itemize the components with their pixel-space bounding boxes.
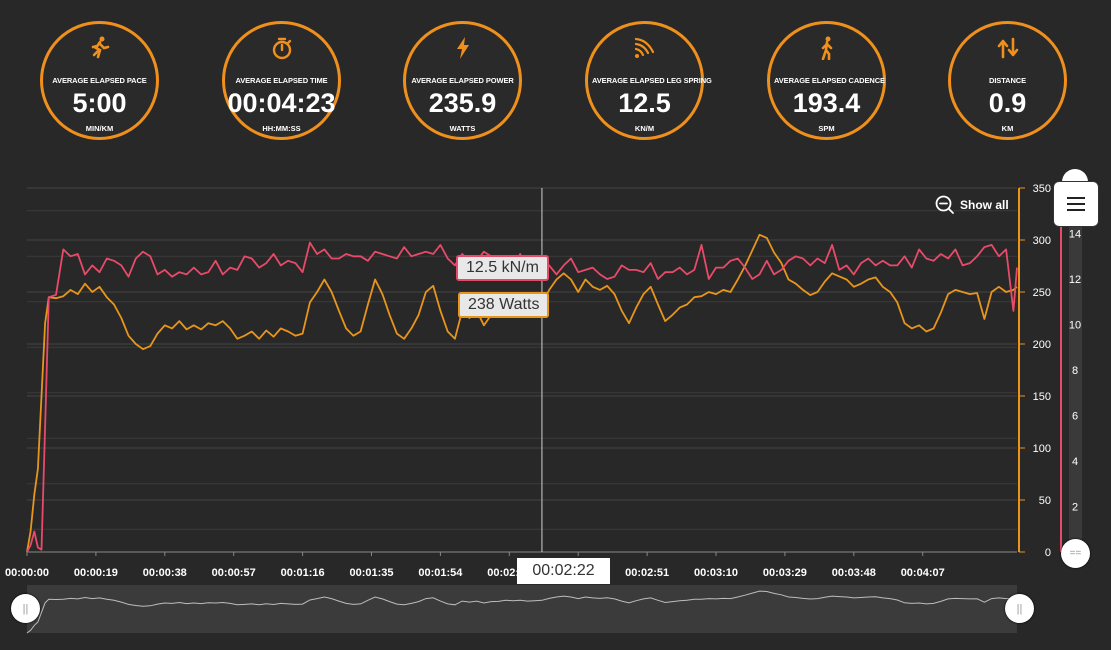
y-tick-label: 0 (1045, 547, 1051, 559)
x-tick-label: 00:03:10 (694, 567, 738, 579)
show-all-label: Show all (960, 198, 1009, 212)
x-tick-label: 00:03:48 (832, 567, 876, 579)
lightning-icon (406, 36, 519, 60)
y-tick-label: 150 (1033, 391, 1051, 403)
stat-time: AVERAGE ELAPSED TIME 00:04:23 HH:MM:SS (222, 21, 341, 140)
stat-leg-spring: AVERAGE ELAPSED LEG SPRING 12.5 KN/M (585, 21, 712, 140)
stat-unit: KM (1001, 124, 1014, 133)
y-tick-label: 50 (1039, 495, 1051, 507)
stat-pace: AVERAGE ELAPSED PACE 5:00 MIN/KM (40, 21, 159, 140)
grid-lines (27, 187, 1017, 553)
stats-row: AVERAGE ELAPSED PACE 5:00 MIN/KM AVERAGE… (0, 0, 1111, 160)
grip-icon: || (22, 602, 29, 615)
left-y-axis: 0 50 100 150 200 250 300 350 (1018, 183, 1051, 559)
y-tick-label: 100 (1033, 443, 1051, 455)
y-scrollbar-handle[interactable]: == (1061, 539, 1090, 568)
running-icon (43, 36, 156, 60)
stat-unit: SPM (818, 124, 835, 133)
x-tick-label: 00:04:07 (901, 567, 945, 579)
stat-value: 5:00 (72, 88, 127, 118)
stat-power: AVERAGE ELAPSED POWER 235.9 WATTS (403, 21, 522, 140)
stat-value: 193.4 (792, 88, 861, 118)
menu-icon-bar (1067, 203, 1085, 205)
navigator[interactable] (26, 585, 1018, 634)
stopwatch-icon (225, 36, 338, 60)
walking-icon (770, 36, 883, 60)
power-series-line (26, 233, 1018, 553)
stat-label: AVERAGE ELAPSED POWER (411, 76, 514, 85)
stat-label: AVERAGE ELAPSED LEG SPRING (592, 76, 712, 85)
stat-label: AVERAGE ELAPSED TIME (235, 76, 328, 85)
y-tick-label: 300 (1033, 235, 1051, 247)
leg-spring-series-line (26, 241, 1018, 553)
distance-icon (951, 36, 1064, 60)
y-tick-label: 250 (1033, 287, 1051, 299)
stat-label: AVERAGE ELAPSED PACE (52, 76, 147, 85)
stat-unit: WATTS (449, 124, 476, 133)
spring-icon (588, 36, 701, 60)
navigator-left-handle[interactable]: || (11, 594, 40, 623)
stat-value: 12.5 (618, 88, 671, 118)
stat-cadence: AVERAGE ELAPSED CADENCE 193.4 SPM (767, 21, 886, 140)
x-tick-label: 00:00:57 (212, 567, 256, 579)
navigator-series-line (26, 590, 1018, 634)
x-axis: 00:00:00 00:00:19 00:00:38 00:00:57 00:01:16… (5, 552, 945, 579)
menu-icon-bar (1067, 197, 1085, 199)
y-tick-label: 6 (1072, 411, 1078, 423)
x-tick-label: 00:00:00 (5, 567, 49, 579)
y-scrollbar-track (1069, 188, 1082, 552)
x-tick-label: 00:01:16 (281, 567, 325, 579)
stat-unit: KN/M (634, 124, 655, 133)
tooltip-power: 238 Watts (458, 292, 550, 318)
y-tick-label: 350 (1033, 183, 1051, 195)
navigator-background (27, 585, 1017, 633)
y-tick-label: 200 (1033, 339, 1051, 351)
y-tick-label: 12 (1069, 274, 1081, 286)
stat-label: DISTANCE (989, 76, 1026, 85)
y-tick-label: 4 (1072, 456, 1078, 468)
menu-icon-bar (1067, 209, 1085, 211)
grip-icon: || (1016, 602, 1023, 615)
y-tick-label: 8 (1072, 365, 1078, 377)
y-tick-label: 14 (1069, 229, 1081, 241)
cursor-time-label: 00:02:22 (517, 558, 610, 584)
x-tick-label: 00:01:35 (349, 567, 393, 579)
stat-unit: HH:MM:SS (262, 124, 301, 133)
stat-value: 0.9 (988, 88, 1027, 118)
zoom-out-icon (935, 195, 954, 214)
stat-value: 235.9 (428, 88, 497, 118)
x-tick-label: 00:00:19 (74, 567, 118, 579)
stat-distance: DISTANCE 0.9 KM (948, 21, 1067, 140)
navigator-right-handle[interactable]: || (1005, 594, 1034, 623)
y-tick-label: 10 (1069, 320, 1081, 332)
show-all-button[interactable]: Show all (935, 195, 1009, 215)
stat-label: AVERAGE ELAPSED CADENCE (774, 76, 885, 85)
y-tick-label: 2 (1072, 502, 1078, 514)
tooltip-leg-spring: 12.5 kN/m (456, 255, 549, 281)
x-tick-label: 00:03:29 (763, 567, 807, 579)
stat-value: 00:04:23 (227, 88, 336, 118)
chart-menu-button[interactable] (1053, 181, 1099, 227)
grip-icon: == (1069, 548, 1082, 559)
x-tick-label: 00:01:54 (418, 567, 463, 579)
x-tick-label: 00:00:38 (143, 567, 187, 579)
series-group (26, 188, 1018, 553)
x-tick-label: 00:02:51 (625, 567, 669, 579)
stat-unit: MIN/KM (85, 124, 114, 133)
